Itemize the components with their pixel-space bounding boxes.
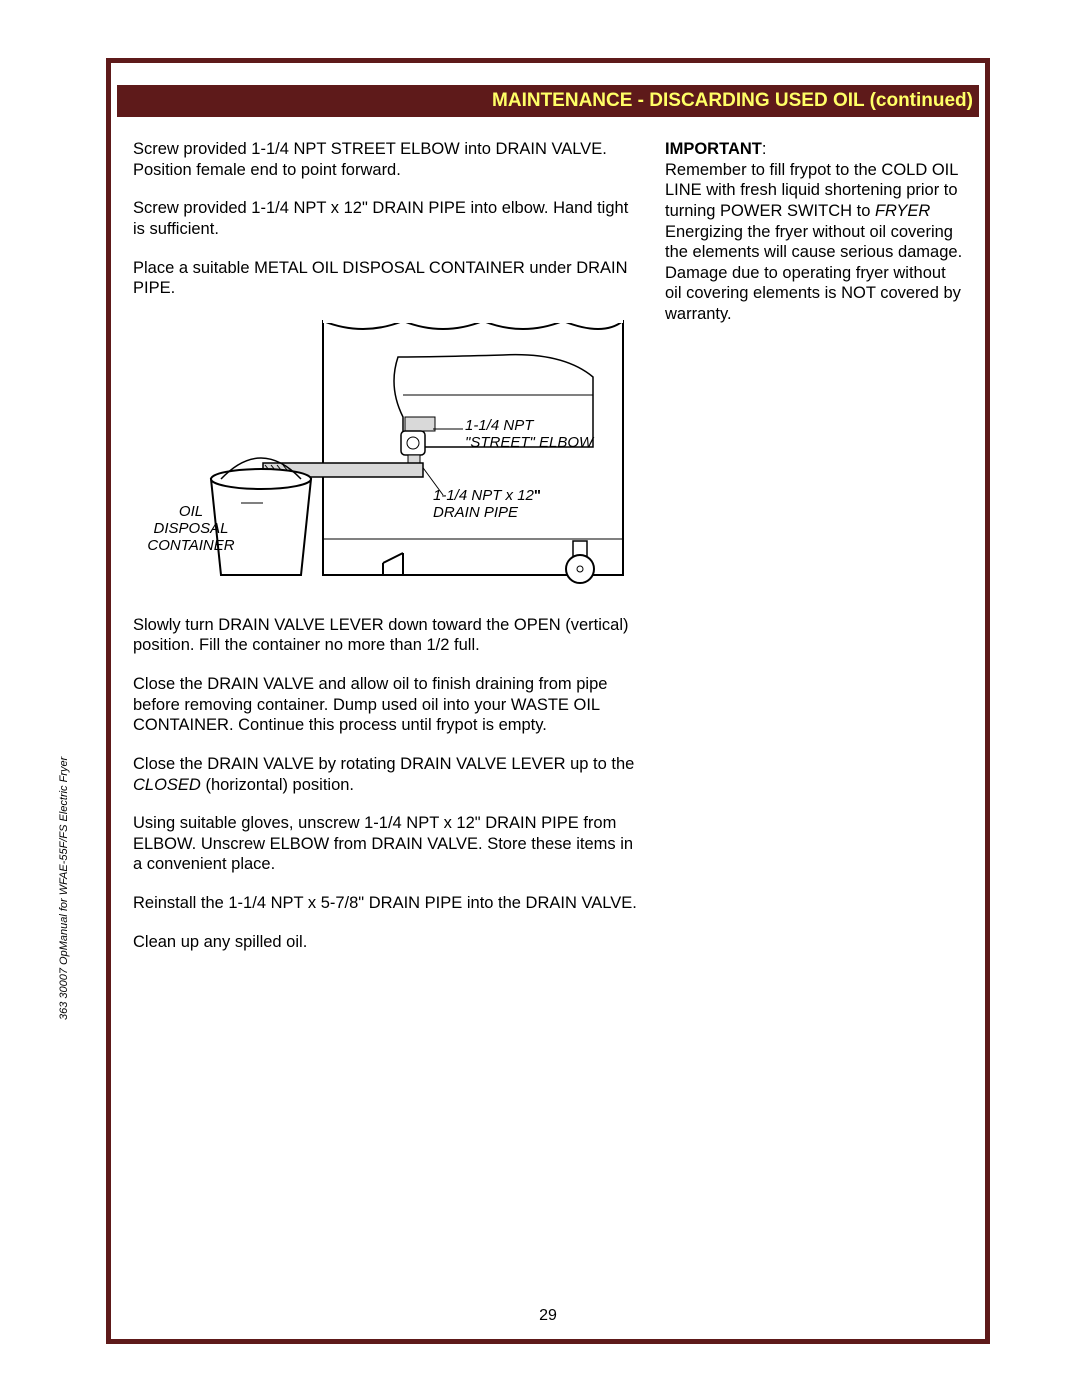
important-label: IMPORTANT <box>665 140 762 158</box>
label-line: 1-1/4 NPT x 12 <box>433 487 534 504</box>
diagram-label-elbow: 1-1/4 NPT "STREET" ELBOW <box>465 417 593 452</box>
paragraph: Slowly turn DRAIN VALVE LEVER down towar… <box>133 615 643 656</box>
page-frame: MAINTENANCE - DISCARDING USED OIL (conti… <box>106 58 990 1344</box>
text-run: Energizing the fryer without oil coverin… <box>665 223 962 324</box>
paragraph: Close the DRAIN VALVE and allow oil to f… <box>133 674 643 736</box>
paragraph: Clean up any spilled oil. <box>133 932 643 953</box>
label-line: CONTAINER <box>147 537 234 554</box>
text-run: (horizontal) position. <box>201 776 354 794</box>
page-number: 29 <box>111 1307 985 1325</box>
text-italic: CLOSED <box>133 776 201 794</box>
left-column: Screw provided 1-1/4 NPT STREET ELBOW in… <box>133 139 643 1299</box>
paragraph: Reinstall the 1-1/4 NPT x 5-7/8" DRAIN P… <box>133 893 643 914</box>
label-line: "STREET" ELBOW <box>465 434 593 451</box>
label-line: 1-1/4 NPT <box>465 417 533 434</box>
side-label: 363 30007 OpManual for WFAE-55F/FS Elect… <box>58 757 70 1020</box>
label-line: DISPOSAL <box>153 520 228 537</box>
paragraph: Using suitable gloves, unscrew 1-1/4 NPT… <box>133 813 643 875</box>
diagram-label-pipe: 1-1/4 NPT x 12" DRAIN PIPE <box>433 487 541 522</box>
right-column: IMPORTANT: Remember to fill frypot to th… <box>665 139 963 1299</box>
section-header: MAINTENANCE - DISCARDING USED OIL (conti… <box>117 85 979 117</box>
important-note: IMPORTANT: Remember to fill frypot to th… <box>665 139 963 325</box>
paragraph: Close the DRAIN VALVE by rotating DRAIN … <box>133 754 643 795</box>
quote-mark: " <box>534 487 541 504</box>
section-title: MAINTENANCE - DISCARDING USED OIL (conti… <box>492 90 973 112</box>
label-line: OIL <box>179 503 203 520</box>
fryer-diagram: 1-1/4 NPT "STREET" ELBOW 1-1/4 NPT x 12"… <box>133 317 643 597</box>
paragraph: Place a suitable METAL OIL DISPOSAL CONT… <box>133 258 643 299</box>
paragraph: Screw provided 1-1/4 NPT STREET ELBOW in… <box>133 139 643 180</box>
text-italic: FRYER <box>875 202 930 220</box>
text-run: Close the DRAIN VALVE by rotating DRAIN … <box>133 755 634 773</box>
content-area: Screw provided 1-1/4 NPT STREET ELBOW in… <box>133 139 963 1299</box>
label-line: DRAIN PIPE <box>433 504 518 521</box>
paragraph: Screw provided 1-1/4 NPT x 12" DRAIN PIP… <box>133 198 643 239</box>
diagram-label-container: OIL DISPOSAL CONTAINER <box>141 503 241 555</box>
